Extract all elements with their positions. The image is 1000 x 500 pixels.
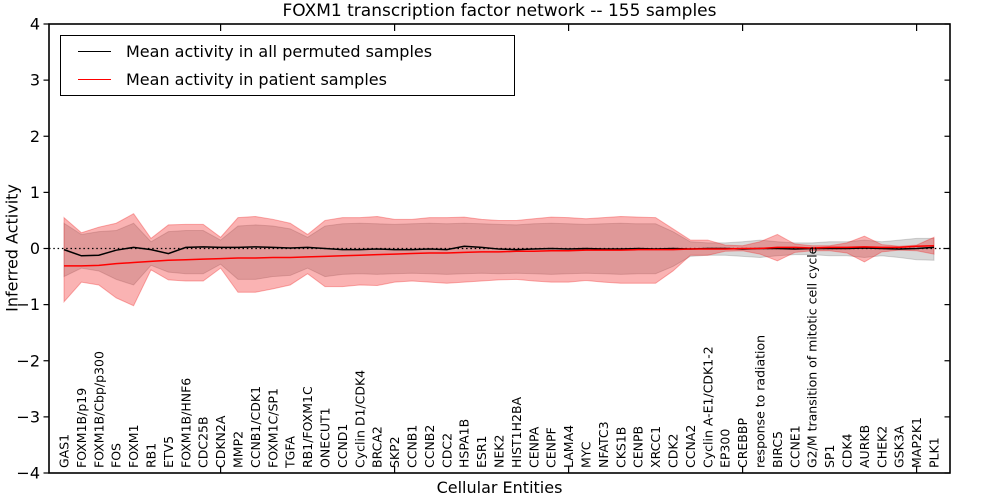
category-label: CDK4 xyxy=(840,433,855,468)
category-label: SKP2 xyxy=(387,436,402,468)
category-label: BIRC5 xyxy=(770,431,785,468)
permuted-line-sample xyxy=(78,51,111,52)
category-label: ETV5 xyxy=(161,436,176,468)
category-label: CCND1 xyxy=(335,424,350,468)
x-axis-label: Cellular Entities xyxy=(436,478,563,497)
category-label: MMP2 xyxy=(231,431,246,468)
patient-mean-line xyxy=(64,244,935,267)
category-label: LAMA4 xyxy=(561,425,576,468)
category-label: CENPB xyxy=(631,426,646,468)
category-label: BRCA2 xyxy=(370,426,385,468)
legend-entry-permuted: Mean activity in all permuted samples xyxy=(78,41,514,63)
category-label: RB1 xyxy=(144,443,159,468)
category-label: MAP2K1 xyxy=(909,417,924,468)
y-tick-label: 0 xyxy=(30,239,40,258)
y-tick-label: 3 xyxy=(30,71,40,90)
category-label: CCNB1 xyxy=(405,425,420,468)
category-label: HSPA1B xyxy=(457,419,472,468)
category-label: HIST1H2BA xyxy=(509,396,524,468)
category-label: Cyclin D1/CDK4 xyxy=(352,370,367,468)
permuted-mean-line xyxy=(63,245,935,257)
category-label: XRCC1 xyxy=(648,426,663,468)
category-label: FOXM1B/p19 xyxy=(74,388,89,468)
y-tick-label: −2 xyxy=(16,351,40,370)
category-label: CDK2 xyxy=(666,433,681,468)
y-tick-label: −3 xyxy=(16,407,40,426)
category-label: CHEK2 xyxy=(874,426,889,468)
patient-std-band xyxy=(63,213,935,307)
legend-entry-patient: Mean activity in patient samples xyxy=(78,69,514,91)
category-label: CREBBP xyxy=(735,418,750,468)
category-label: SP1 xyxy=(822,445,837,468)
y-tick-label: 1 xyxy=(30,183,40,202)
chart-title: FOXM1 transcription factor network -- 15… xyxy=(282,1,717,21)
category-label: CKS1B xyxy=(613,427,628,468)
category-label: FOXM1B/HNF6 xyxy=(178,378,193,468)
category-label: PLK1 xyxy=(927,437,942,468)
legend: Mean activity in all permuted samples Me… xyxy=(60,35,515,96)
y-tick-label: −4 xyxy=(16,464,40,483)
category-label: ONECUT1 xyxy=(318,407,333,468)
category-label: FOXM1 xyxy=(126,424,141,468)
patient-line-sample xyxy=(78,79,111,80)
y-tick-label: −1 xyxy=(16,295,40,314)
category-label: CENPF xyxy=(544,427,559,468)
category-label: ESR1 xyxy=(474,436,489,468)
category-label: CDKN2A xyxy=(213,415,228,468)
category-label: GAS1 xyxy=(57,434,72,468)
category-label: FOXM1B/Cbp/p300 xyxy=(91,351,106,468)
category-label: CCNB2 xyxy=(422,425,437,468)
category-label: CDC2 xyxy=(439,433,454,468)
legend-label-permuted: Mean activity in all permuted samples xyxy=(126,42,433,61)
category-label: G2/M transition of mitotic cell cycle xyxy=(805,246,820,468)
y-axis-label: Inferred Activity xyxy=(2,184,22,312)
category-label: NEK2 xyxy=(492,435,507,468)
y-tick-label: 4 xyxy=(30,15,40,34)
category-label: CCNB1/CDK1 xyxy=(248,386,263,468)
category-label: RB1/FOXM1C xyxy=(300,386,315,468)
category-label: TGFA xyxy=(283,436,298,469)
category-label: CDC25B xyxy=(196,416,211,468)
y-tick-label: 2 xyxy=(30,127,40,146)
permuted-std-band xyxy=(63,222,935,286)
category-label: response to radiation xyxy=(753,335,768,468)
legend-label-patient: Mean activity in patient samples xyxy=(126,70,387,89)
category-label: FOXM1C/SP1 xyxy=(265,388,280,468)
category-label: Cyclin A-E1/CDK1-2 xyxy=(700,346,715,468)
category-label: CENPA xyxy=(526,426,541,468)
category-label: GSK3A xyxy=(892,425,907,468)
category-label: CCNE1 xyxy=(787,425,802,468)
category-label: AURKB xyxy=(857,425,872,468)
category-label: EP300 xyxy=(718,429,733,468)
category-label: FOS xyxy=(109,443,124,468)
category-label: NFATC3 xyxy=(596,421,611,468)
category-label: MYC xyxy=(579,441,594,468)
category-label: CCNA2 xyxy=(683,425,698,468)
